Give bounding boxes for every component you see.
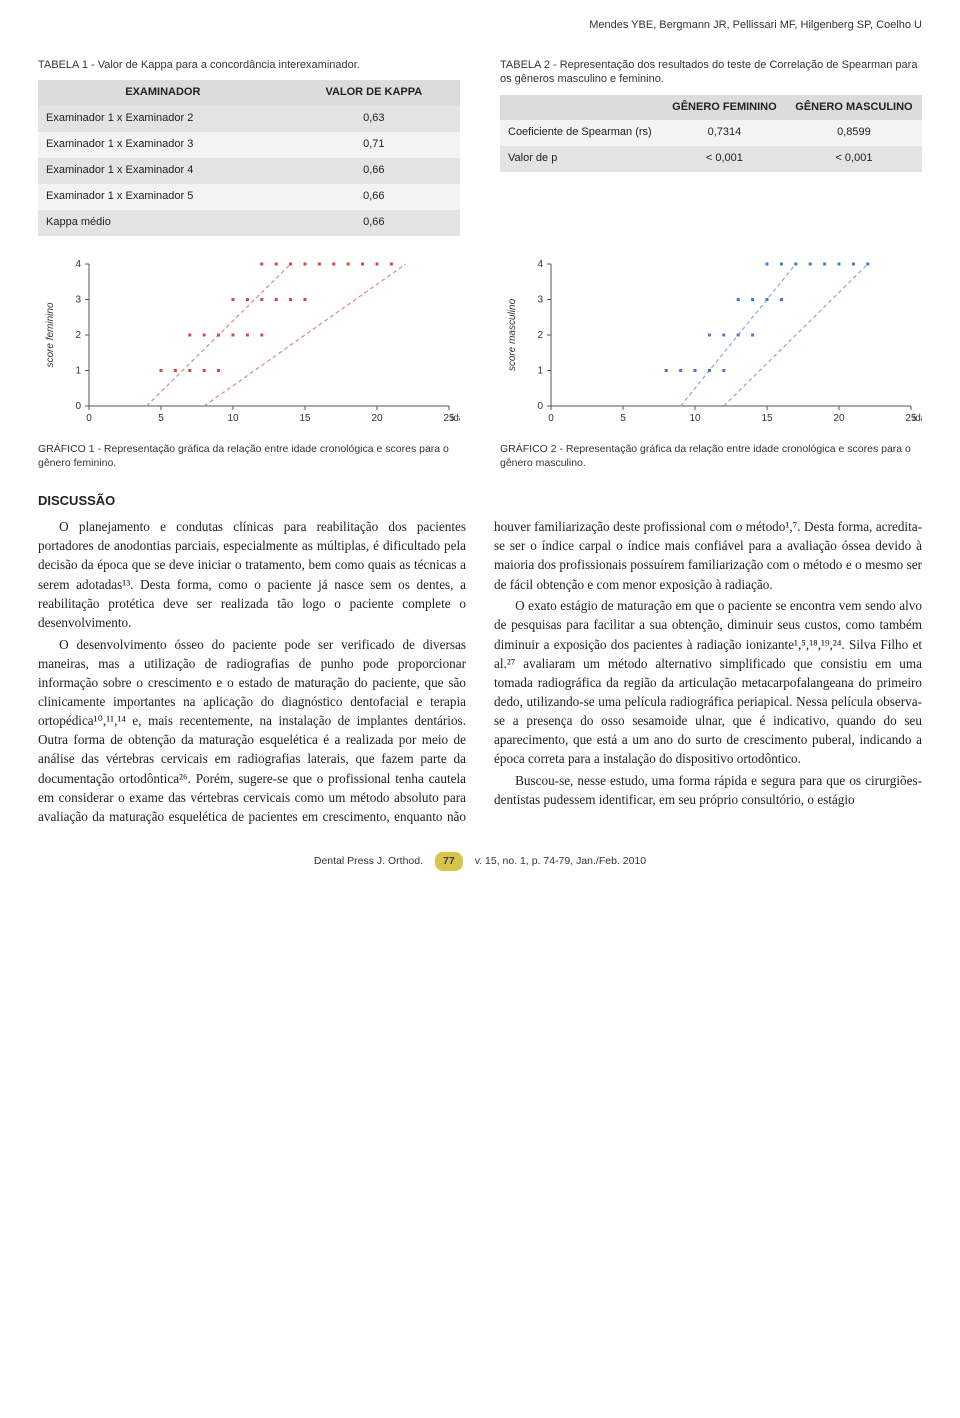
svg-text:3: 3 — [537, 294, 543, 305]
chart2-caption: GRÁFICO 2 - Representação gráfica da rel… — [500, 443, 922, 470]
chart1-block: 051015202501234score femininoidade GRÁFI… — [38, 254, 460, 470]
cell: 0,66 — [288, 210, 460, 236]
para: O exato estágio de maturação em que o pa… — [494, 596, 922, 768]
charts-row: 051015202501234score femininoidade GRÁFI… — [38, 254, 922, 470]
svg-text:5: 5 — [620, 413, 626, 424]
table-row: Examinador 1 x Examinador 30,71 — [38, 132, 460, 158]
cell: Valor de p — [500, 146, 663, 172]
discussion-title: DISCUSSÃO — [38, 492, 922, 511]
svg-text:0: 0 — [75, 401, 81, 412]
chart1: 051015202501234score femininoidade — [38, 254, 460, 434]
svg-text:4: 4 — [75, 259, 81, 270]
para: Buscou-se, nesse estudo, uma forma rápid… — [494, 771, 922, 809]
svg-text:15: 15 — [761, 413, 773, 424]
svg-text:idade: idade — [913, 413, 922, 424]
cell: Kappa médio — [38, 210, 288, 236]
table2-block: TABELA 2 - Representação dos resultados … — [500, 58, 922, 236]
table2-head-1: GÊNERO FEMININO — [663, 95, 786, 121]
footer-issue: v. 15, no. 1, p. 74-79, Jan./Feb. 2010 — [475, 854, 646, 869]
svg-text:score feminino: score feminino — [45, 302, 56, 367]
cell: 0,7314 — [663, 120, 786, 146]
cell: 0,66 — [288, 184, 460, 210]
table2-head-2: GÊNERO MASCULINO — [786, 95, 922, 121]
svg-text:4: 4 — [537, 259, 543, 270]
page-footer: Dental Press J. Orthod. 77 v. 15, no. 1,… — [38, 852, 922, 871]
svg-text:idade: idade — [451, 413, 460, 424]
cell: Examinador 1 x Examinador 3 — [38, 132, 288, 158]
footer-journal: Dental Press J. Orthod. — [314, 854, 423, 869]
svg-text:20: 20 — [833, 413, 845, 424]
table1-header-row: EXAMINADOR VALOR DE KAPPA — [38, 80, 460, 106]
tables-row: TABELA 1 - Valor de Kappa para a concord… — [38, 58, 922, 236]
svg-text:0: 0 — [86, 413, 92, 424]
cell: Examinador 1 x Examinador 2 — [38, 106, 288, 132]
table1-block: TABELA 1 - Valor de Kappa para a concord… — [38, 58, 460, 236]
chart1-caption: GRÁFICO 1 - Representação gráfica da rel… — [38, 443, 460, 470]
table1-caption: TABELA 1 - Valor de Kappa para a concord… — [38, 58, 460, 72]
svg-text:3: 3 — [75, 294, 81, 305]
footer-page-number: 77 — [435, 852, 463, 871]
discussion-body: O planejamento e condutas clínicas para … — [38, 517, 922, 826]
cell: 0,71 — [288, 132, 460, 158]
cell: < 0,001 — [786, 146, 922, 172]
svg-text:15: 15 — [299, 413, 311, 424]
table-row: Examinador 1 x Examinador 50,66 — [38, 184, 460, 210]
table2: GÊNERO FEMININO GÊNERO MASCULINO Coefici… — [500, 95, 922, 173]
cell: 0,8599 — [786, 120, 922, 146]
table2-caption: TABELA 2 - Representação dos resultados … — [500, 58, 922, 87]
table-row: Valor de p< 0,001< 0,001 — [500, 146, 922, 172]
cell: Coeficiente de Spearman (rs) — [500, 120, 663, 146]
para: O planejamento e condutas clínicas para … — [38, 517, 466, 632]
table1-head-1: VALOR DE KAPPA — [288, 80, 460, 106]
table-row: Examinador 1 x Examinador 20,63 — [38, 106, 460, 132]
chart2-block: 051015202501234score masculinoidade GRÁF… — [500, 254, 922, 470]
cell: Examinador 1 x Examinador 5 — [38, 184, 288, 210]
svg-text:20: 20 — [371, 413, 383, 424]
cell: Examinador 1 x Examinador 4 — [38, 158, 288, 184]
table2-header-row: GÊNERO FEMININO GÊNERO MASCULINO — [500, 95, 922, 121]
svg-text:1: 1 — [537, 365, 543, 376]
table1-head-0: EXAMINADOR — [38, 80, 288, 106]
cell: 0,66 — [288, 158, 460, 184]
svg-text:2: 2 — [75, 330, 81, 341]
svg-text:0: 0 — [548, 413, 554, 424]
table2-head-0 — [500, 95, 663, 121]
svg-text:5: 5 — [158, 413, 164, 424]
header-authors: Mendes YBE, Bergmann JR, Pellissari MF, … — [38, 18, 922, 34]
table-row: Coeficiente de Spearman (rs)0,73140,8599 — [500, 120, 922, 146]
svg-text:score masculino: score masculino — [507, 298, 518, 371]
table-row: Kappa médio0,66 — [38, 210, 460, 236]
chart2: 051015202501234score masculinoidade — [500, 254, 922, 434]
svg-text:2: 2 — [537, 330, 543, 341]
svg-text:0: 0 — [537, 401, 543, 412]
svg-text:10: 10 — [689, 413, 701, 424]
cell: 0,63 — [288, 106, 460, 132]
svg-text:10: 10 — [227, 413, 239, 424]
table-row: Examinador 1 x Examinador 40,66 — [38, 158, 460, 184]
svg-text:1: 1 — [75, 365, 81, 376]
cell: < 0,001 — [663, 146, 786, 172]
table1: EXAMINADOR VALOR DE KAPPA Examinador 1 x… — [38, 80, 460, 236]
